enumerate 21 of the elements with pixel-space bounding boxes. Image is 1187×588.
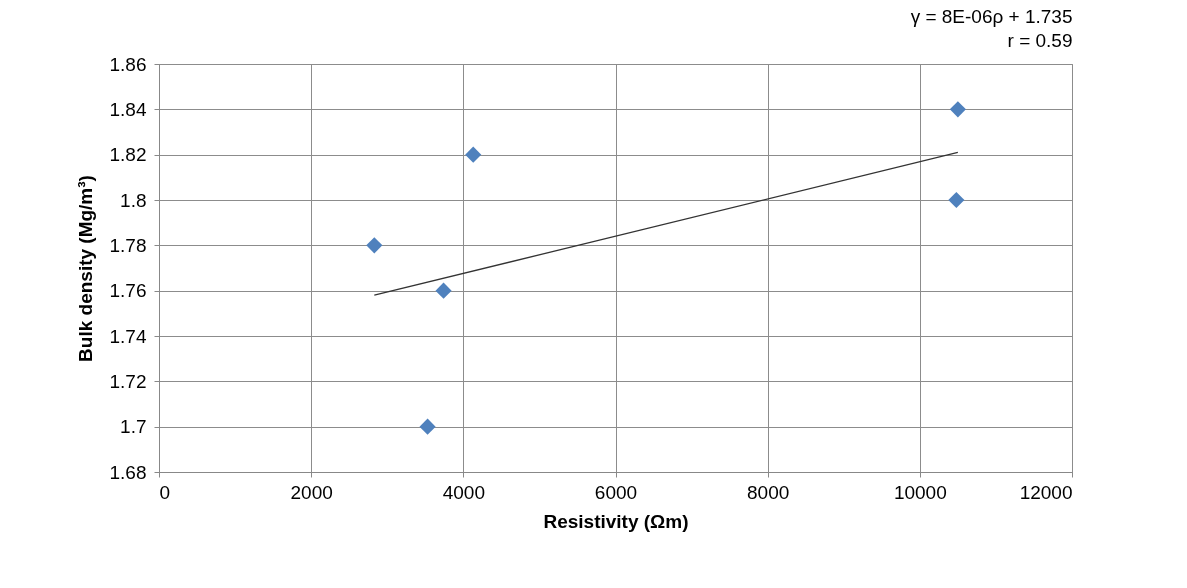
x-tick-label: 6000 bbox=[594, 481, 638, 503]
y-tick-label: 1.74 bbox=[109, 325, 147, 347]
text: γ = 8E-06ρ + 1.735 bbox=[910, 6, 1073, 27]
y-tick-label: 1.82 bbox=[109, 144, 147, 166]
x-tick-label: 4000 bbox=[442, 481, 485, 503]
y-axis-title: Bulk density (Mg/m³) bbox=[74, 175, 96, 362]
x-tick-label: 10000 bbox=[893, 481, 947, 503]
y-tick-label: 1.76 bbox=[109, 280, 147, 302]
x-tick-label: 8000 bbox=[747, 481, 790, 503]
x-axis-title: Resistivity (Ωm) bbox=[543, 510, 689, 532]
y-tick-label: 1.72 bbox=[109, 370, 147, 392]
text: r = 0.59 bbox=[1007, 30, 1073, 51]
y-tick-label: 1.84 bbox=[109, 98, 147, 120]
y-tick-label: 1.78 bbox=[109, 234, 147, 256]
x-tick-label: 2000 bbox=[290, 481, 333, 503]
x-tick-label: 0 bbox=[159, 481, 171, 503]
y-tick-label: 1.86 bbox=[109, 53, 147, 75]
y-tick-label: 1.8 bbox=[120, 189, 147, 211]
y-tick-label: 1.68 bbox=[109, 461, 147, 483]
y-tick-label: 1.7 bbox=[120, 416, 147, 438]
x-tick-label: 12000 bbox=[1019, 481, 1073, 503]
